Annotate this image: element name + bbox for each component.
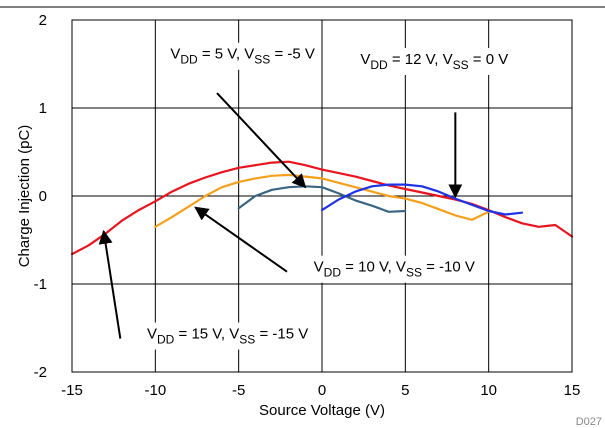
plot-frame bbox=[71, 19, 573, 373]
series-line-2 bbox=[237, 185, 407, 213]
annotations: VDD = 5 V, VSS = -5 V VDD = 12 V, VSS = 0… bbox=[98, 42, 514, 350]
series-label-3: VDD = 12 V, VSS = 0 V bbox=[360, 51, 508, 72]
y-tick-label: -2 bbox=[34, 364, 47, 381]
series-label-background bbox=[165, 42, 320, 70]
series-label-2: VDD = 5 V, VSS = -5 V bbox=[170, 46, 315, 67]
series-lines bbox=[70, 160, 574, 256]
y-tick-label: 1 bbox=[39, 100, 47, 117]
series-label-0: VDD = 15 V, VSS = -15 V bbox=[147, 326, 308, 347]
annotation-arrow bbox=[216, 92, 307, 189]
x-tick-label: 5 bbox=[401, 382, 409, 399]
x-tick-label: 0 bbox=[318, 382, 326, 399]
annotation-arrow bbox=[194, 206, 288, 273]
series-label-1: VDD = 10 V, VSS = -10 V bbox=[314, 259, 475, 280]
series-label-background bbox=[355, 48, 514, 75]
y-tick-label: 2 bbox=[39, 12, 47, 29]
x-tick-label: -10 bbox=[144, 382, 166, 399]
y-tick-label: 0 bbox=[39, 188, 47, 205]
grid-lines bbox=[72, 20, 572, 372]
series-label-background bbox=[308, 255, 480, 283]
x-axis-title: Source Voltage (V) bbox=[259, 402, 385, 419]
y-axis-title: Charge Injection (pC) bbox=[16, 125, 33, 268]
x-tick-label: -5 bbox=[232, 382, 245, 399]
x-tick-label: 10 bbox=[480, 382, 497, 399]
series-line-3 bbox=[320, 183, 524, 216]
x-tick-label: 15 bbox=[564, 382, 581, 399]
y-tick-label: -1 bbox=[34, 276, 47, 293]
series-label-background bbox=[142, 322, 314, 350]
series-line-1 bbox=[154, 173, 490, 228]
figure-id: D027 bbox=[576, 416, 602, 428]
annotation-arrow bbox=[98, 229, 122, 339]
x-tick-label: -15 bbox=[61, 382, 83, 399]
